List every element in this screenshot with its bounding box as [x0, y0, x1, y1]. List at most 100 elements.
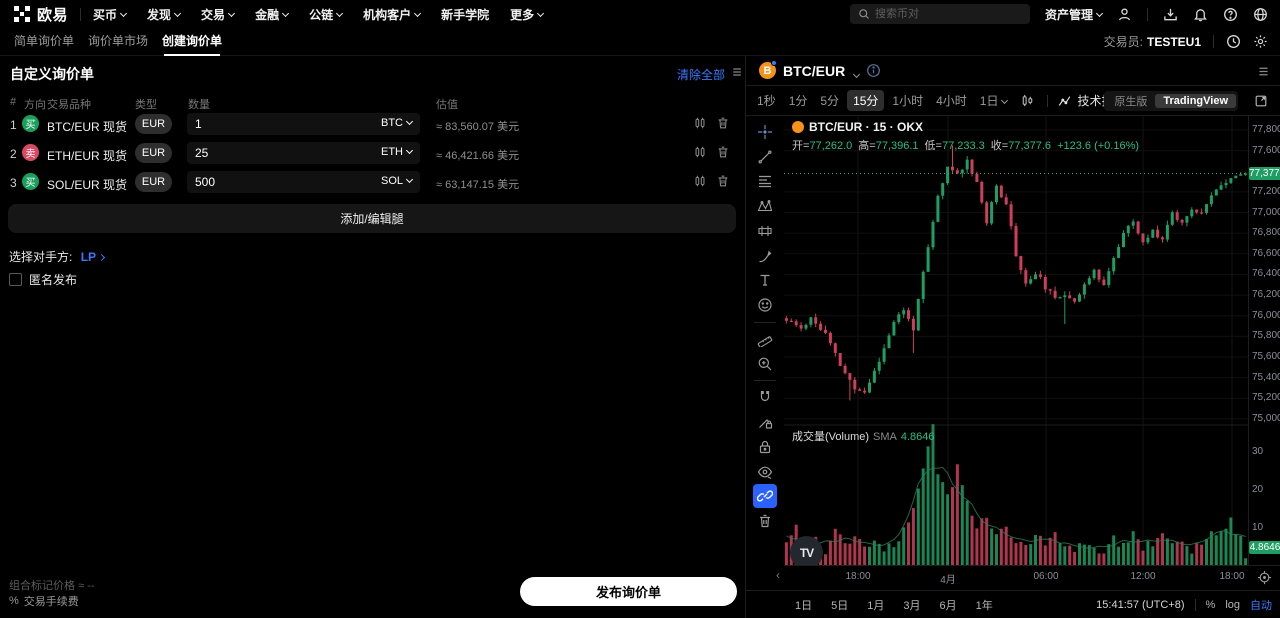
info-icon[interactable] — [866, 63, 881, 78]
range-1d[interactable]: 1日 — [795, 599, 813, 612]
interval-1s[interactable]: 1秒 — [757, 94, 776, 108]
interval-1d[interactable]: 1日 — [980, 92, 1009, 109]
xabcd-pattern-tool-icon[interactable] — [753, 194, 777, 218]
tab-simple-rfq[interactable]: 简单询价单 — [14, 33, 75, 48]
profile-icon[interactable] — [1117, 7, 1132, 22]
time-axis[interactable]: 18:00 4月 06:00 12:00 18:00 — [784, 565, 1280, 590]
candle-chart-icon[interactable] — [693, 116, 707, 130]
chart-menu-icon[interactable] — [1257, 65, 1270, 78]
delete-leg-icon[interactable] — [716, 116, 730, 130]
zoom-in-tool-icon[interactable] — [753, 352, 777, 376]
fullscreen-icon[interactable] — [1254, 94, 1268, 108]
nav-buy-crypto[interactable]: 买币 — [93, 6, 128, 23]
language-globe-icon[interactable] — [1253, 7, 1268, 22]
drawing-mode-lock-icon[interactable] — [753, 410, 777, 434]
search-input[interactable] — [874, 8, 1015, 20]
currency-pill[interactable]: EUR — [135, 172, 172, 192]
long-position-tool-icon[interactable] — [753, 219, 777, 243]
scroll-left-icon[interactable]: ‹ — [776, 568, 780, 582]
divider — [754, 322, 776, 323]
log-scale-button[interactable]: log — [1225, 598, 1240, 611]
nav-discover[interactable]: 发现 — [147, 6, 182, 23]
tradingview-option[interactable]: TradingView — [1155, 94, 1236, 108]
sync-drawings-icon[interactable] — [753, 484, 777, 509]
native-version-option[interactable]: 原生版 — [1114, 96, 1148, 108]
interval-5m[interactable]: 5分 — [820, 94, 840, 108]
nav-academy[interactable]: 新手学院 — [441, 7, 490, 22]
price-axis[interactable]: 77,800.0 77,600.0 77,200.0 77,000.0 76,800.0… — [1248, 116, 1280, 565]
range-6mo[interactable]: 6月 — [939, 599, 957, 612]
settings-gear-icon[interactable] — [1253, 34, 1268, 49]
instrument-link[interactable]: BTC/EUR 现货 — [47, 120, 128, 134]
chart-bottom-bar: 1日 5日 1月 3月 6月 1年 15:41:57 (UTC+8) % log… — [746, 590, 1280, 618]
fib-retracement-tool-icon[interactable] — [753, 170, 777, 194]
delete-leg-icon[interactable] — [716, 174, 730, 188]
magnet-tool-icon[interactable] — [753, 385, 777, 409]
text-tool-icon[interactable] — [753, 269, 777, 293]
add-edit-leg-button[interactable]: 添加/编辑腿 — [8, 204, 736, 233]
tab-rfq-market[interactable]: 询价单市场 — [88, 33, 149, 48]
publish-rfq-button[interactable]: 发布询价单 — [520, 577, 737, 606]
counterparty-link[interactable]: LP — [81, 250, 106, 264]
range-1mo[interactable]: 1月 — [867, 599, 885, 612]
search-input-wrap[interactable] — [849, 4, 1030, 24]
lock-all-drawings-icon[interactable] — [753, 435, 777, 459]
amount-field-wrap: SOL — [187, 171, 420, 193]
last-price-badge: 77,377.6 — [1249, 166, 1280, 180]
nav-institutional[interactable]: 机构客户 — [363, 6, 422, 23]
percent-scale-button[interactable]: % — [1205, 598, 1216, 611]
tab-create-rfq[interactable]: 创建询价单 — [162, 28, 222, 56]
hide-drawings-icon[interactable] — [753, 460, 777, 484]
unit-select[interactable]: ETH — [381, 146, 414, 158]
candle-style-icon[interactable] — [1020, 93, 1035, 108]
chevron-right-icon — [112, 121, 123, 139]
nav-finance[interactable]: 金融 — [255, 6, 290, 23]
nav-more[interactable]: 更多 — [510, 6, 545, 23]
ruler-tool-icon[interactable] — [753, 327, 777, 351]
interval-4h[interactable]: 4小时 — [936, 94, 967, 108]
trend-line-tool-icon[interactable] — [753, 145, 777, 169]
candle-chart-icon[interactable] — [693, 174, 707, 188]
crosshair-tool-icon[interactable] — [753, 120, 777, 144]
instrument-link[interactable]: ETH/EUR 现货 — [47, 149, 128, 163]
brush-tool-icon[interactable] — [753, 244, 777, 268]
range-1y[interactable]: 1年 — [975, 599, 993, 612]
delete-leg-icon[interactable] — [716, 145, 730, 159]
nav-chain[interactable]: 公链 — [309, 6, 344, 23]
unit-select[interactable]: SOL — [381, 175, 414, 187]
instrument-link[interactable]: SOL/EUR 现货 — [47, 178, 128, 192]
assets-menu[interactable]: 资产管理 — [1045, 6, 1104, 23]
okx-logo[interactable]: 欧易 — [14, 4, 68, 25]
chart-symbol[interactable]: BTC/EUR — [783, 63, 846, 79]
remove-drawings-icon[interactable] — [753, 509, 777, 533]
volume-sma-badge: 4.8646 — [1249, 540, 1280, 554]
range-3mo[interactable]: 3月 — [903, 599, 921, 612]
anonymous-checkbox[interactable] — [9, 273, 22, 286]
emoji-tool-icon[interactable] — [753, 293, 777, 317]
clear-all-link[interactable]: 清除全部 — [676, 68, 725, 82]
currency-pill[interactable]: EUR — [135, 114, 172, 134]
range-5d[interactable]: 5日 — [831, 599, 849, 612]
unit-select[interactable]: BTC — [381, 117, 414, 129]
interval-15m[interactable]: 15分 — [847, 90, 885, 111]
nav-trade[interactable]: 交易 — [201, 6, 236, 23]
fee-label[interactable]: 交易手续费 — [23, 596, 79, 608]
side-badge-sell: 卖 — [22, 144, 39, 161]
coin-network-dot — [771, 60, 777, 66]
interval-1m[interactable]: 1分 — [788, 94, 808, 108]
amount-input[interactable] — [195, 171, 355, 193]
download-app-icon[interactable] — [1163, 7, 1178, 22]
panel-menu-icon[interactable] — [731, 66, 743, 78]
notifications-icon[interactable] — [1193, 7, 1208, 22]
price-chart-pane[interactable]: BTC/EUR · 15 · OKX 开=77,262.0 高=77,396.1 低… — [784, 116, 1248, 565]
amount-input[interactable] — [195, 113, 355, 135]
currency-pill[interactable]: EUR — [135, 143, 172, 163]
rfq-leg-row: 2 卖 ETH/EUR 现货 EUR ETH ≈ 46,421.66 美元 — [0, 139, 746, 168]
candle-chart-icon[interactable] — [693, 145, 707, 159]
auto-scale-button[interactable]: 自动 — [1250, 599, 1272, 612]
scroll-to-latest-icon[interactable] — [1257, 570, 1272, 585]
interval-1h[interactable]: 1小时 — [892, 94, 924, 108]
help-icon[interactable] — [1223, 7, 1238, 22]
amount-input[interactable] — [195, 142, 355, 164]
history-icon[interactable] — [1226, 34, 1241, 49]
